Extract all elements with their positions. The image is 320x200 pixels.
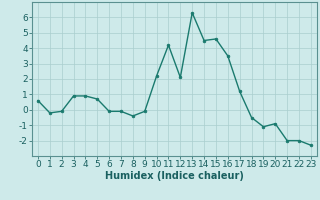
X-axis label: Humidex (Indice chaleur): Humidex (Indice chaleur) <box>105 171 244 181</box>
